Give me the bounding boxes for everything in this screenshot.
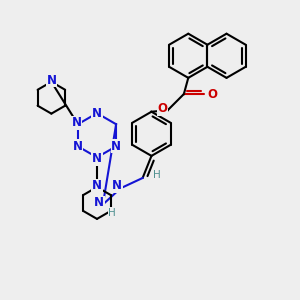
Text: O: O (208, 88, 218, 100)
Text: H: H (154, 170, 161, 180)
Text: N: N (112, 179, 122, 192)
Text: H: H (108, 208, 116, 218)
Text: N: N (92, 152, 102, 165)
Text: O: O (158, 102, 167, 115)
Text: N: N (92, 179, 102, 192)
Text: N: N (94, 196, 104, 209)
Text: N: N (46, 74, 56, 87)
Text: N: N (92, 107, 102, 120)
Text: N: N (73, 140, 83, 153)
Text: N: N (111, 140, 121, 153)
Text: N: N (71, 116, 81, 129)
